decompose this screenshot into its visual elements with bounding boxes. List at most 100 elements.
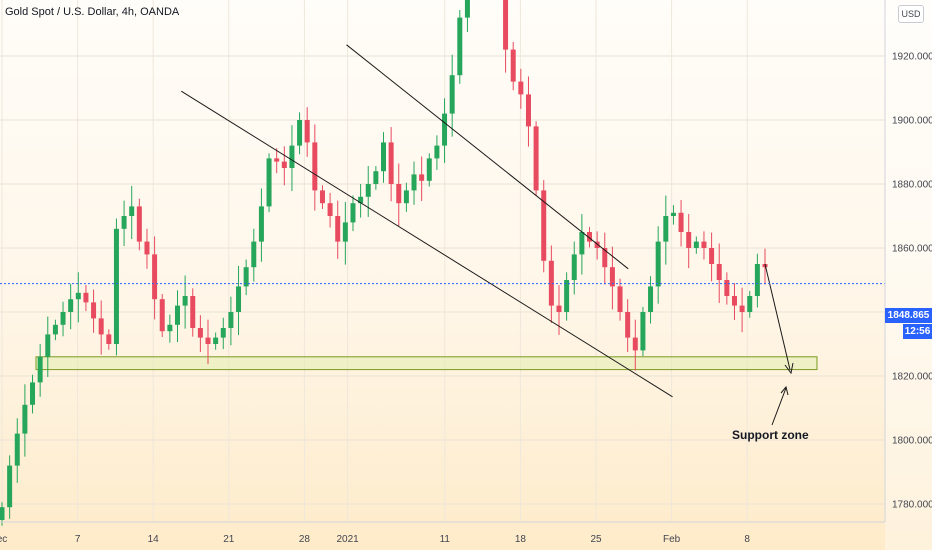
candle-body xyxy=(548,260,554,306)
candle-body xyxy=(304,120,310,143)
candle-body xyxy=(45,334,51,357)
candle-body xyxy=(731,296,737,306)
candle-body xyxy=(503,0,509,50)
price-tick-label: 1800.000 xyxy=(892,436,932,447)
candle-body xyxy=(144,241,150,255)
candle-body xyxy=(68,299,74,312)
candle-body xyxy=(266,158,272,207)
candle-body xyxy=(434,145,440,159)
time-tick-label: Feb xyxy=(663,534,681,545)
candle-body xyxy=(411,174,417,191)
candle-body xyxy=(358,196,364,204)
candle-body xyxy=(678,212,684,232)
candle-body xyxy=(640,312,646,351)
candle-body xyxy=(625,312,631,338)
candle-body xyxy=(754,264,760,296)
price-tick-label: 1880.000 xyxy=(892,180,932,191)
candle-body xyxy=(281,161,287,168)
candle-body xyxy=(60,312,66,325)
time-tick-label: 25 xyxy=(590,534,602,545)
price-tick-label: 1780.000 xyxy=(892,500,932,511)
candle-body xyxy=(83,292,89,303)
candle-body xyxy=(701,241,707,248)
candle-body xyxy=(587,232,593,242)
candle-body xyxy=(205,337,211,344)
candle-body xyxy=(648,286,654,312)
candle-body xyxy=(37,356,43,383)
candle-body xyxy=(388,142,394,184)
candle-body xyxy=(686,232,692,248)
candle-body xyxy=(571,254,577,280)
candle-body xyxy=(236,286,242,312)
candle-body xyxy=(381,142,386,172)
price-axis: 1760.0001780.0001800.0001820.0001860.000… xyxy=(884,0,932,550)
trendlines xyxy=(181,44,794,426)
candle-body xyxy=(464,0,470,18)
candle-body xyxy=(319,190,325,204)
time-tick-label: 14 xyxy=(148,534,160,545)
candle-body xyxy=(174,305,180,325)
candle-body xyxy=(190,296,196,328)
support-zone-group xyxy=(35,356,818,371)
candle-body xyxy=(716,264,722,280)
candle-body xyxy=(30,382,36,405)
lower-trendline xyxy=(181,90,673,398)
candle-body xyxy=(709,248,715,264)
time-tick-label: 7 xyxy=(75,534,81,545)
candle-body xyxy=(251,241,257,268)
candle-body xyxy=(396,184,402,204)
time-tick-label: 8 xyxy=(744,534,750,545)
price-tick-label: 1820.000 xyxy=(892,372,932,383)
candle-body xyxy=(579,232,585,255)
candle-body xyxy=(457,17,463,76)
candle-body xyxy=(525,94,531,127)
candle-body xyxy=(724,280,730,296)
candle-body xyxy=(518,81,524,95)
candle-body xyxy=(335,216,341,242)
candle-body xyxy=(541,190,547,261)
time-tick-label: 11 xyxy=(440,534,451,545)
candle-body xyxy=(75,292,81,300)
candle-body xyxy=(739,305,745,312)
candle-body xyxy=(22,404,28,434)
candle-body xyxy=(632,337,638,351)
candle-body xyxy=(442,113,448,146)
candle-body xyxy=(617,286,623,312)
time-axis: ec 7 14 21 28 2021 11 18 25 Feb 8 xyxy=(0,521,885,545)
candle-body xyxy=(403,190,409,204)
candle-body xyxy=(312,142,318,191)
time-tick-label: ec xyxy=(0,534,7,545)
candle-body xyxy=(136,206,142,242)
candle-body xyxy=(113,228,119,344)
time-tick-label: 18 xyxy=(515,534,527,545)
time-tick-label: 28 xyxy=(299,534,311,545)
time-tick-label: 2021 xyxy=(336,534,359,545)
candle-body xyxy=(274,158,280,162)
candle-body xyxy=(670,212,676,216)
candle-body xyxy=(564,280,570,312)
candle-body xyxy=(106,334,112,344)
candle-body xyxy=(609,267,615,287)
candle-body xyxy=(243,267,249,287)
price-axis-bg xyxy=(885,0,932,550)
candle-body xyxy=(594,241,600,248)
candle-body xyxy=(159,299,165,332)
price-tick-label: 1860.000 xyxy=(892,244,932,255)
support-zone xyxy=(35,356,818,371)
candle-body xyxy=(121,216,127,229)
candle-body xyxy=(220,328,226,338)
candle-body xyxy=(556,305,562,312)
candle-body xyxy=(182,296,188,306)
price-tick-label: 1900.000 xyxy=(892,116,932,127)
candle-body xyxy=(167,324,173,332)
currency-button[interactable]: USD xyxy=(898,5,924,23)
candle-body xyxy=(52,324,58,335)
candle-body xyxy=(228,312,234,328)
candle-body xyxy=(297,120,303,146)
candle-body xyxy=(419,174,425,181)
candle-body xyxy=(258,206,264,242)
candle-body xyxy=(747,296,753,312)
candle-body xyxy=(197,328,203,338)
